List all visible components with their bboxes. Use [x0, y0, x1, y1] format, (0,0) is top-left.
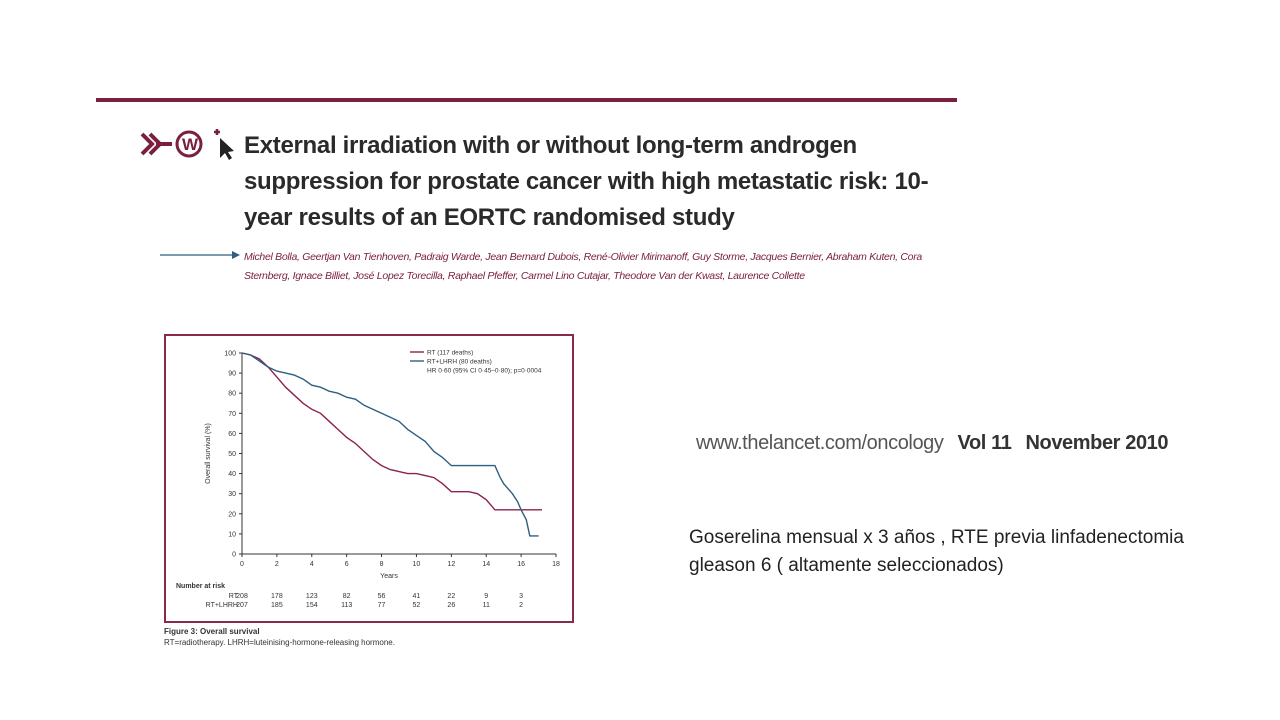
y-tick-label: 70: [228, 411, 236, 418]
legend-rt-lhrh-label: RT+LHRH (80 deaths): [427, 359, 492, 366]
x-tick-label: 14: [482, 561, 490, 568]
chart-legend: RT (117 deaths) RT+LHRH (80 deaths) HR 0·6…: [410, 350, 542, 375]
risk-cell: 9: [484, 593, 488, 600]
journal-citation: www.thelancet.com/oncology Vol 11 November…: [696, 432, 1169, 455]
risk-cell: 11: [483, 602, 490, 609]
risk-cell: 207: [236, 602, 248, 609]
risk-cell: 41: [413, 593, 421, 600]
y-tick-label: 60: [228, 431, 236, 438]
risk-cell: 56: [378, 593, 386, 600]
x-tick-label: 12: [447, 561, 455, 568]
arrow-logo-icon: [140, 132, 172, 156]
y-tick-label: 90: [228, 371, 236, 378]
risk-cell: 3: [519, 593, 523, 600]
x-tick-label: 16: [517, 561, 525, 568]
y-tick-label: 30: [228, 491, 236, 498]
pointer-arrow-icon: [160, 251, 240, 259]
x-tick-label: 6: [345, 561, 349, 568]
journal-url: www.thelancet.com/oncology: [696, 432, 944, 454]
risk-cell: 22: [447, 593, 455, 600]
cursor-plus-icon: [214, 129, 234, 160]
article-title: External irradiation with or without lon…: [244, 132, 929, 231]
legend-rt-label: RT (117 deaths): [427, 350, 473, 357]
risk-cell: 77: [378, 602, 386, 609]
survival-chart: 0 10 20 30 40 50 60 70 80 90 100 0 2 4 6 8 10 12 14 16 18 Yea…: [176, 350, 560, 610]
tick-labels: 0 10 20 30 40 50 60 70 80 90 100 0 2 4 6 8 10 12 14 16 18 Yea…: [205, 351, 560, 581]
y-tick-label: 10: [228, 531, 236, 538]
risk-cell: 208: [236, 593, 248, 600]
risk-cell: 82: [343, 593, 351, 600]
figure-caption-text: RT=radiotherapy. LHRH=luteinising-hormon…: [164, 638, 395, 647]
journal-volume: Vol 11: [957, 432, 1012, 454]
x-tick-label: 0: [240, 561, 244, 568]
author-list: Michel Bolla, Geertjan Van Tienhoven, Pa…: [244, 251, 922, 282]
risk-table-header: Number at risk: [176, 583, 225, 590]
chart-axes: [239, 352, 557, 557]
figure-caption: Figure 3: Overall survival RT=radiothera…: [164, 626, 395, 648]
y-tick-label: 40: [228, 471, 236, 478]
risk-cell: 113: [341, 602, 352, 609]
risk-cell: 26: [447, 602, 455, 609]
x-tick-label: 8: [380, 561, 384, 568]
top-rule: [96, 98, 957, 102]
risk-cell: 178: [271, 593, 283, 600]
risk-row-label: RT: [229, 593, 239, 600]
risk-cell: 2: [519, 602, 523, 609]
risk-cell: 154: [306, 602, 318, 609]
svg-text:W: W: [182, 135, 199, 154]
x-axis-label: Years: [380, 573, 398, 580]
y-axis-label: Overall survival (%): [205, 423, 212, 484]
y-tick-label: 80: [228, 391, 236, 398]
legend-hr-label: HR 0·60 (95% CI 0·45–0·80); p=0·0004: [427, 368, 542, 375]
lancet-logo-icons: W: [140, 129, 234, 160]
journal-date: November 2010: [1025, 432, 1169, 454]
figure-caption-title: Figure 3: Overall survival: [164, 627, 260, 636]
speaker-note: Goserelina mensual x 3 años , RTE previa…: [689, 527, 1184, 576]
x-tick-label: 18: [552, 561, 560, 568]
y-tick-label: 0: [232, 552, 236, 559]
x-tick-label: 10: [413, 561, 421, 568]
risk-cell: 52: [413, 602, 421, 609]
rt-survival-line: [241, 352, 542, 511]
risk-cell: 185: [271, 602, 283, 609]
rt-lhrh-survival-line: [241, 352, 539, 537]
y-tick-label: 50: [228, 451, 236, 458]
x-tick-label: 2: [275, 561, 279, 568]
series-lines: [241, 352, 542, 537]
y-tick-label: 20: [228, 511, 236, 518]
y-tick-label: 100: [224, 351, 236, 358]
survival-figure: 0 10 20 30 40 50 60 70 80 90 100 0 2 4 6 8 10 12 14 16 18 Yea…: [164, 334, 574, 623]
risk-cell: 123: [306, 593, 318, 600]
risk-row-label: RT+LHRH: [206, 602, 238, 609]
at-sign-icon: W: [175, 130, 203, 158]
x-tick-label: 4: [310, 561, 314, 568]
